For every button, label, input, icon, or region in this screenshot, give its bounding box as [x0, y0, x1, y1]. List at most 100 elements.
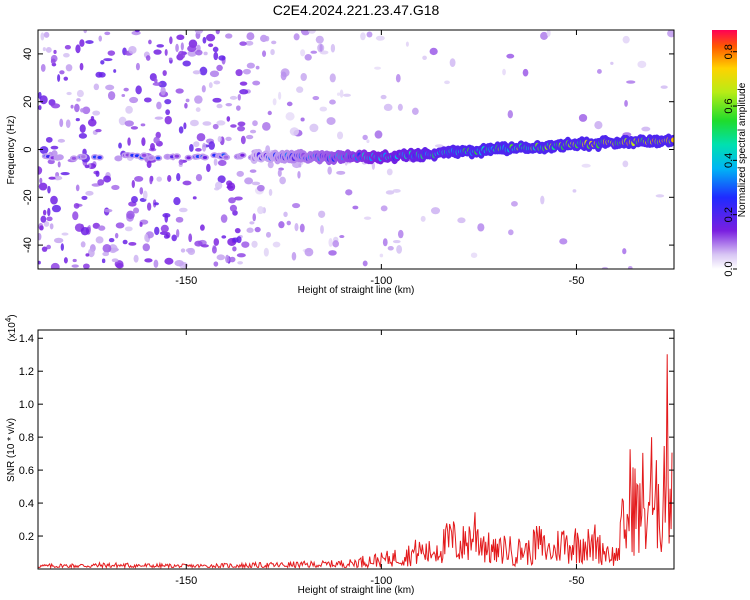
spectrogram-noise-cell	[200, 244, 209, 248]
spectrogram-noise-cell	[154, 116, 164, 120]
spectrogram-noise-cell	[194, 95, 203, 104]
spectrogram-noise-cell	[220, 214, 228, 223]
spectrogram-noise-cell	[65, 64, 73, 72]
spectrogram-noise-cell	[246, 227, 254, 233]
spectrogram-noise-cell	[128, 46, 137, 54]
spectrogram-noise-cell	[154, 226, 160, 236]
spectrogram-noise-cell	[139, 187, 144, 195]
spectrogram-noise-cell	[304, 53, 312, 61]
spectrogram-noise-cell	[124, 120, 134, 127]
spectrogram-noise-cell	[309, 123, 319, 133]
spectrogram-noise-cell	[75, 117, 80, 122]
spectrogram-noise-cell	[178, 126, 184, 134]
colorbar-tick-label: 0.8	[723, 44, 735, 59]
spectrogram-noise-cell	[182, 180, 192, 186]
spectrogram-noise-cell	[215, 30, 220, 35]
spectrogram-noise-cell	[299, 223, 305, 233]
spectrogram-noise-cell	[236, 170, 244, 177]
spectrogram-noise-cell	[79, 124, 86, 133]
spectrogram-noise-cell	[175, 88, 184, 94]
spectrogram-noise-cell	[655, 194, 665, 198]
spectrogram-noise-cell	[80, 226, 90, 236]
spectrogram-noise-cell	[202, 36, 207, 44]
spectrogram-noise-cell	[292, 202, 301, 209]
spectrogram-noise-cell	[65, 119, 71, 128]
bottom-y-tick-label: 1.0	[19, 399, 34, 411]
spectrogram-noise-cell	[502, 68, 506, 76]
top-x-tick-label: -150	[175, 275, 197, 287]
spectrogram-noise-cell	[397, 229, 404, 239]
spectrogram-noise-cell	[83, 263, 90, 269]
spectrogram-noise-cell	[50, 262, 60, 269]
spectrogram-noise-cell	[213, 80, 221, 85]
spectrogram-noise-cell	[164, 98, 172, 105]
spectrogram-noise-cell	[392, 188, 401, 193]
spectrogram-noise-cell	[337, 131, 344, 140]
spectrogram-noise-cell	[45, 47, 52, 53]
spectrogram-noise-cell	[49, 223, 54, 230]
spectrogram-noise-cell	[252, 80, 261, 86]
spectrogram-noise-cell	[457, 217, 466, 224]
spectrogram-band-core	[71, 156, 77, 160]
spectrogram-noise-cell	[296, 86, 304, 93]
spectrogram-noise-cell	[95, 128, 102, 133]
spectrogram-noise-cell	[113, 69, 117, 73]
spectrogram-noise-cell	[411, 107, 419, 115]
spectrogram-noise-cell	[111, 258, 119, 263]
bottom-scale-label: (x104)	[4, 314, 18, 341]
spectrogram-noise-cell	[126, 210, 135, 220]
spectrogram-noise-cell	[61, 232, 69, 236]
colorbar-ticks: 0.0 0.2 0.4 0.6 0.8	[723, 44, 737, 277]
spectrogram-noise-cell	[507, 110, 513, 119]
spectrogram-noise-cell	[227, 182, 236, 192]
spectrogram-noise-cell	[42, 47, 46, 52]
spectrogram-noise-cell	[176, 173, 181, 182]
spectrogram-noise-cell	[229, 204, 238, 212]
spectrogram-noise-cell	[80, 108, 85, 113]
spectrogram-noise-cell	[213, 51, 219, 61]
spectrogram-noise-cell	[60, 243, 64, 251]
spectrogram-noise-cell	[142, 243, 150, 252]
spectrogram-noise-cell	[329, 73, 336, 83]
spectrogram-noise-cell	[98, 225, 106, 231]
spectrogram-band-core	[240, 153, 245, 157]
spectrogram-noise-cell	[601, 266, 609, 269]
spectrogram-noise-cell	[320, 224, 324, 234]
bottom-y-tick-label: 0.2	[19, 531, 34, 543]
spectrogram-noise-cell	[262, 122, 271, 131]
spectrogram-noise-cell	[360, 32, 366, 41]
spectrogram-noise-cell	[627, 266, 633, 269]
spectrogram-noise-cell	[257, 184, 265, 192]
spectrogram-noise-cell	[100, 60, 105, 65]
spectrogram-noise-cell	[208, 141, 215, 150]
scale-close: )	[7, 314, 18, 317]
spectrogram-noise-cell	[115, 262, 124, 269]
bottom-y-tick-label: 1.4	[19, 333, 34, 345]
spectrogram-marks	[38, 30, 674, 269]
spectrogram-noise-cell	[93, 83, 100, 91]
spectrogram-noise-cell	[249, 129, 257, 134]
spectrogram-noise-cell	[246, 32, 255, 41]
spectrogram-noise-cell	[82, 106, 91, 115]
spectrogram-noise-cell	[79, 39, 85, 47]
spectrogram-noise-cell	[240, 135, 246, 145]
spectrogram-noise-cell	[45, 136, 53, 143]
spectrogram-noise-cell	[201, 85, 206, 93]
spectrogram-noise-cell	[39, 146, 49, 154]
spectrogram-noise-cell	[64, 44, 71, 50]
spectrogram-noise-cell	[175, 216, 184, 223]
spectrogram-noise-cell	[53, 49, 57, 55]
spectrogram-noise-cell	[206, 163, 211, 173]
spectrogram-noise-cell	[63, 257, 68, 264]
spectrogram-noise-cell	[540, 31, 548, 40]
spectrogram-noise-cell	[143, 97, 152, 103]
scale-exponent: 4	[4, 317, 13, 322]
spectrogram-noise-cell	[160, 224, 169, 233]
spectrogram-noise-cell	[131, 179, 135, 189]
spectrogram-noise-cell	[237, 93, 241, 101]
spectrogram-noise-cell	[60, 172, 70, 176]
spectrogram-noise-cell	[153, 49, 162, 55]
spectrogram-noise-cell	[572, 189, 577, 193]
spectrogram-noise-cell	[144, 233, 149, 242]
spectrogram-noise-cell	[332, 240, 340, 248]
